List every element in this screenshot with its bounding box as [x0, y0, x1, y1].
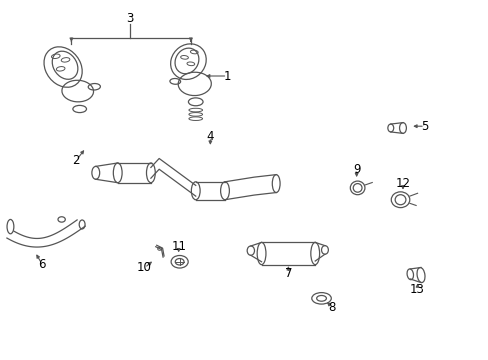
- Text: 5: 5: [420, 120, 427, 133]
- Text: 9: 9: [352, 163, 360, 176]
- Text: 10: 10: [137, 261, 152, 274]
- Text: 7: 7: [284, 267, 291, 280]
- Text: 12: 12: [395, 177, 409, 190]
- Text: 11: 11: [171, 240, 186, 253]
- Text: 2: 2: [72, 154, 80, 167]
- Text: 6: 6: [39, 258, 46, 271]
- Text: 1: 1: [223, 69, 231, 82]
- Text: 4: 4: [206, 130, 214, 144]
- Text: 13: 13: [409, 283, 424, 296]
- Text: 8: 8: [328, 301, 335, 314]
- Text: 3: 3: [126, 12, 133, 25]
